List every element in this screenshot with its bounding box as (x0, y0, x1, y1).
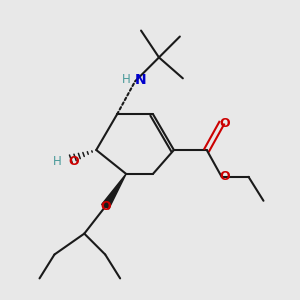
Text: H: H (53, 155, 62, 168)
Text: O: O (219, 117, 230, 130)
Text: H: H (122, 73, 131, 86)
Text: O: O (100, 200, 110, 213)
Polygon shape (102, 174, 126, 209)
Text: O: O (219, 170, 230, 183)
Text: N: N (135, 73, 146, 87)
Text: O: O (68, 155, 79, 168)
